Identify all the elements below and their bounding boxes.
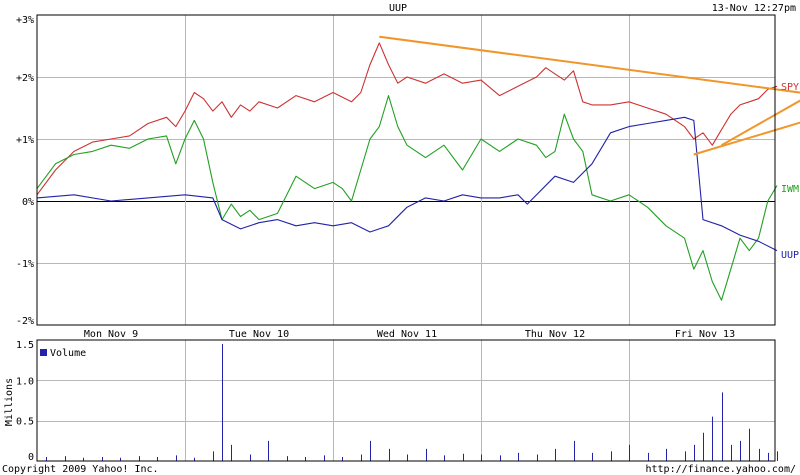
series-legend: SPY IWM UUP — [781, 82, 799, 261]
y-tick-label: +3% — [16, 15, 34, 26]
trendline-3 — [721, 99, 800, 147]
volume-tick-label: 1.5 — [16, 340, 34, 351]
x-tick-label: Wed Nov 11 — [377, 329, 437, 340]
y-tick-label: -2% — [16, 316, 34, 327]
volume-tick-label: 1.0 — [16, 376, 34, 387]
series-lines — [36, 42, 778, 301]
grid-lines — [37, 15, 775, 461]
legend-label-uup: UUP — [781, 250, 799, 261]
legend-label-iwm: IWM — [781, 184, 799, 195]
volume-legend-swatch — [40, 349, 47, 356]
x-tick-label: Mon Nov 9 — [84, 329, 138, 340]
trendlines — [379, 35, 800, 156]
series-line-iwm — [36, 95, 778, 301]
x-tick-label: Thu Nov 12 — [525, 329, 585, 340]
chart-timestamp: 13-Nov 12:27pm — [712, 3, 796, 14]
y-tick-label: +2% — [16, 73, 34, 84]
volume-legend-label: Volume — [50, 348, 86, 359]
series-line-spy — [36, 42, 778, 196]
y-tick-label: 0% — [22, 197, 34, 208]
x-tick-labels: Mon Nov 9 Tue Nov 10 Wed Nov 11 Thu Nov 12 F… — [84, 329, 735, 340]
legend-label-spy: SPY — [781, 82, 799, 93]
volume-tick-label: 0.5 — [16, 417, 34, 428]
copyright-text: Copyright 2009 Yahoo! Inc. — [2, 464, 159, 475]
volume-bars — [46, 344, 778, 461]
trendline-2 — [693, 121, 800, 156]
volume-plot-frame — [36, 339, 776, 462]
trendline-1 — [379, 35, 800, 94]
volume-tick-labels: 1.5 1.0 0.5 0 — [16, 340, 34, 463]
y-tick-labels: +3% +2% +1% 0% -1% -2% — [16, 15, 34, 327]
series-line-uup — [36, 116, 778, 252]
y-tick-label: -1% — [16, 259, 34, 270]
x-tick-label: Tue Nov 10 — [229, 329, 289, 340]
volume-tick-label: 0 — [28, 452, 34, 463]
chart-title: UUP — [389, 3, 407, 14]
y-tick-label: +1% — [16, 135, 34, 146]
x-tick-label: Fri Nov 13 — [675, 329, 735, 340]
source-url-link[interactable]: http://finance.yahoo.com/ — [645, 464, 796, 475]
volume-axis-label: Millions — [4, 378, 15, 426]
main-plot-frame — [36, 14, 776, 326]
